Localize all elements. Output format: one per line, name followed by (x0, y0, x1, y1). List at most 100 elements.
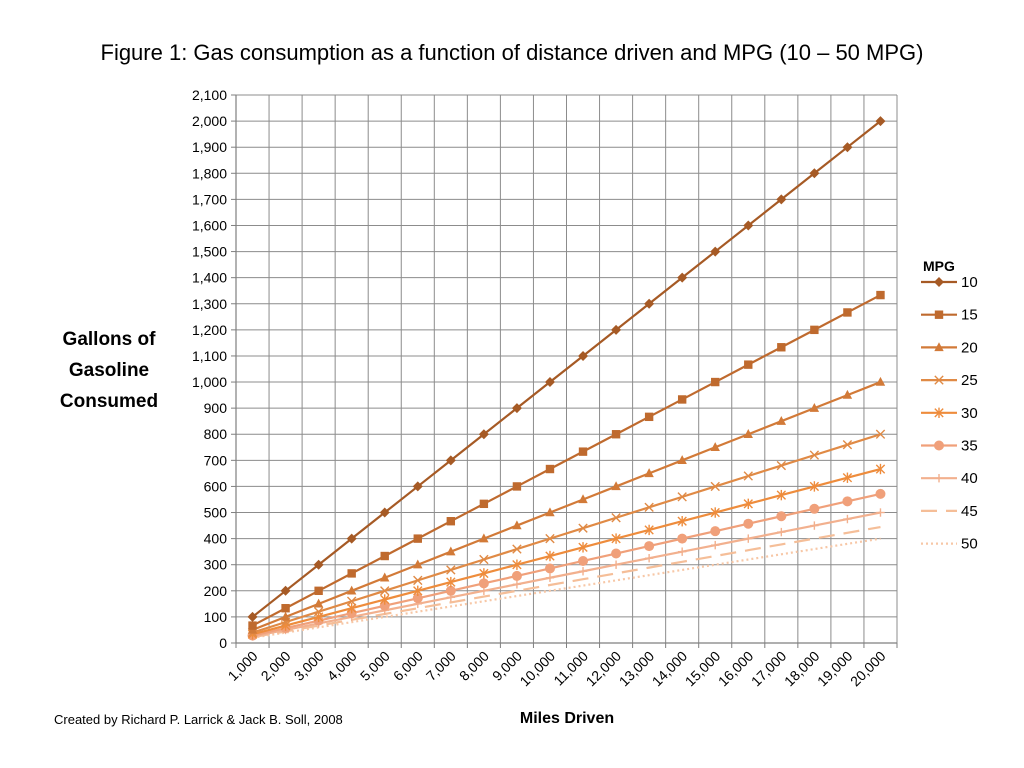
data-point-stroke (313, 606, 324, 617)
data-point (479, 568, 489, 579)
y-tick-label: 1,200 (192, 322, 227, 338)
x-tick-label: 15,000 (682, 648, 724, 690)
data-point (710, 481, 720, 492)
data-point (545, 464, 555, 474)
y-tick-label: 200 (204, 583, 228, 599)
data-point-stroke (512, 544, 522, 554)
data-point (512, 544, 522, 554)
y-tick-label: 2,100 (192, 87, 227, 103)
data-point (611, 548, 622, 559)
y-tick-label: 1,800 (192, 165, 227, 181)
data-point (777, 527, 786, 537)
legend-label: 25 (961, 372, 978, 389)
series-mpg-35 (247, 488, 886, 641)
data-point (710, 507, 720, 518)
x-axis-ticks: 1,0002,0003,0004,0005,0006,0007,0008,000… (225, 643, 898, 690)
legend-label: 45 (961, 503, 978, 520)
data-point (743, 498, 753, 510)
data-point (611, 324, 622, 335)
data-point (809, 503, 820, 514)
data-point (412, 593, 423, 604)
y-tick-label: 900 (204, 400, 228, 416)
data-point (314, 586, 323, 596)
data-point (545, 573, 555, 582)
data-point (413, 575, 423, 586)
data-point (478, 578, 489, 589)
x-tick-label: 14,000 (649, 648, 691, 690)
data-point (875, 429, 886, 439)
series-mpg-50 (252, 537, 881, 639)
data-point (644, 502, 654, 512)
data-point (611, 533, 621, 544)
data-point-stroke (380, 586, 390, 596)
y-tick-label: 1,100 (192, 348, 227, 364)
data-point (313, 606, 324, 617)
data-point (809, 481, 820, 492)
data-point (809, 168, 820, 179)
x-tick-label: 18,000 (781, 648, 823, 690)
y-tick-label: 700 (204, 452, 228, 468)
x-tick-label: 5,000 (357, 648, 393, 684)
x-tick-label: 3,000 (291, 648, 327, 684)
data-point (776, 194, 787, 205)
data-point (842, 389, 853, 399)
legend-item-mpg-45: 45 (921, 503, 978, 520)
data-point (446, 576, 456, 588)
data-point (810, 325, 819, 335)
chart-series (247, 116, 886, 641)
data-point (511, 570, 522, 581)
y-tick-label: 1,000 (192, 374, 227, 390)
series-mpg-30 (247, 463, 886, 640)
data-point (346, 603, 357, 614)
data-point (412, 481, 423, 492)
data-point (313, 559, 324, 570)
data-point (776, 511, 787, 522)
series-line (252, 294, 881, 627)
x-tick-label: 17,000 (748, 648, 790, 690)
data-point (934, 310, 944, 319)
legend-item-mpg-10: 10 (921, 274, 978, 291)
y-axis-ticks: 0 100 200 300 400 500 600 700 800 900 1,000 1,100 1,… (192, 87, 236, 651)
data-point (578, 494, 588, 504)
data-point (380, 551, 389, 561)
figure-title: Figure 1: Gas consumption as a function … (100, 40, 924, 65)
x-tick-label: 13,000 (616, 648, 658, 690)
data-point (379, 507, 390, 518)
data-point (578, 350, 589, 361)
data-point (578, 555, 589, 566)
data-point (744, 534, 753, 543)
data-point (809, 450, 820, 460)
y-tick-label: 1,300 (192, 296, 227, 312)
data-point (346, 596, 357, 606)
series-line (252, 467, 881, 636)
data-point (677, 492, 687, 502)
data-point (512, 559, 522, 570)
data-point-stroke (776, 460, 787, 471)
series-line (252, 492, 881, 637)
legend-item-mpg-30: 30 (921, 405, 978, 422)
data-point (743, 429, 753, 438)
data-point (280, 585, 291, 596)
data-point (611, 430, 621, 439)
data-point (743, 471, 753, 481)
data-point (446, 517, 456, 526)
data-point-stroke (875, 429, 886, 439)
data-point-stroke (809, 450, 820, 460)
x-tick-label: 11,000 (550, 648, 591, 689)
legend-item-mpg-40: 40 (921, 470, 978, 487)
series-mpg-45 (252, 525, 881, 639)
data-point (677, 547, 687, 556)
data-point (512, 482, 522, 491)
data-point (544, 377, 555, 388)
legend-label: 10 (961, 274, 978, 291)
data-point (776, 489, 787, 501)
data-point (842, 142, 853, 153)
data-point-stroke (611, 513, 621, 523)
y-tick-label: 500 (204, 505, 228, 521)
data-point (313, 598, 324, 608)
data-point (677, 395, 687, 404)
data-point-stroke (677, 492, 687, 502)
series-line (252, 433, 881, 634)
data-point-stroke (578, 523, 588, 533)
data-point (511, 403, 522, 414)
